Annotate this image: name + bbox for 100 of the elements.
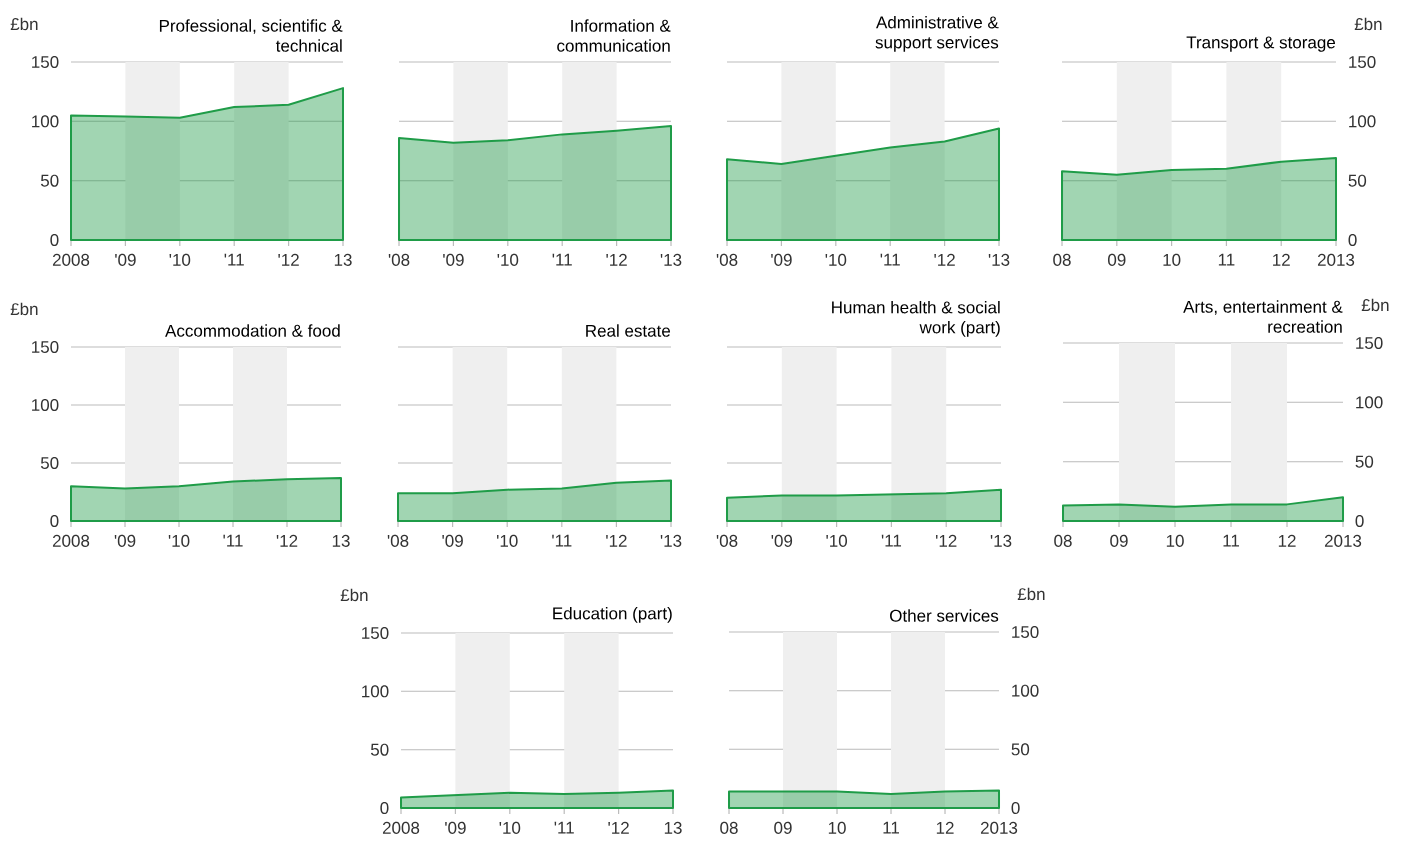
x-tick-label: '13 xyxy=(660,253,682,266)
y-tick-label: 100 xyxy=(362,685,389,698)
y-tick-label: 50 xyxy=(40,456,59,470)
y-tick-label: 50 xyxy=(40,174,59,187)
x-tick-label: '13 xyxy=(660,534,682,547)
x-tick-label: 08 xyxy=(720,821,738,834)
y-tick-label: 100 xyxy=(32,115,59,128)
x-tick-label: '12 xyxy=(276,534,298,547)
y2-axis-title: £bn xyxy=(1017,587,1045,601)
y2-tick-label: 100 xyxy=(1012,684,1039,697)
x-tick-label: 13 xyxy=(664,821,682,834)
y2-tick-label: 0 xyxy=(1355,514,1364,528)
x-tick-label: '13 xyxy=(990,534,1012,547)
x-tick-label: '09 xyxy=(442,534,463,547)
x-tick-label: '09 xyxy=(771,253,792,266)
x-tick-label: 2008 xyxy=(52,534,90,547)
y2-axis-title: £bn xyxy=(1354,17,1382,31)
x-tick-label: '10 xyxy=(497,253,519,266)
x-tick-label: '11 xyxy=(223,534,243,547)
x-tick-label: 13 xyxy=(334,253,352,266)
y-tick-label: 0 xyxy=(50,514,59,528)
x-tick-label: 10 xyxy=(828,821,846,834)
y2-tick-label: 50 xyxy=(1348,174,1367,187)
x-tick-label: '10 xyxy=(825,253,847,266)
y2-tick-label: 0 xyxy=(1011,801,1020,815)
x-tick-label: 10 xyxy=(1166,534,1184,547)
x-tick-label: '11 xyxy=(224,253,244,266)
x-tick-label: '12 xyxy=(606,253,627,266)
chart-title: Arts, entertainment & recreation xyxy=(1183,300,1343,333)
x-tick-label: 11 xyxy=(883,821,900,834)
y-tick-label: 150 xyxy=(32,55,59,69)
x-tick-label: 08 xyxy=(1053,253,1071,266)
y-tick-label: 0 xyxy=(50,233,59,247)
x-tick-label: '11 xyxy=(880,253,900,266)
x-tick-label: 2013 xyxy=(1317,253,1355,266)
x-tick-label: '12 xyxy=(934,253,955,266)
y-axis-title: £bn xyxy=(10,302,38,316)
x-tick-label: '08 xyxy=(716,253,738,266)
x-tick-label: 2013 xyxy=(1324,534,1362,547)
x-tick-label: 12 xyxy=(1273,253,1290,266)
y-tick-label: 50 xyxy=(370,743,389,756)
chart-title: Accommodation & food xyxy=(165,324,340,337)
y-axis-title: £bn xyxy=(10,17,38,31)
x-tick-label: 11 xyxy=(1218,253,1235,266)
y2-tick-label: 50 xyxy=(1011,743,1030,756)
x-tick-label: 09 xyxy=(1110,534,1128,547)
x-tick-label: '12 xyxy=(608,821,629,834)
y-axis-title: £bn xyxy=(340,588,368,602)
x-tick-label: 11 xyxy=(1223,534,1240,547)
y2-axis-title: £bn xyxy=(1361,298,1389,312)
y-tick-label: 0 xyxy=(380,801,389,815)
x-tick-label: '12 xyxy=(606,534,627,547)
y2-tick-label: 0 xyxy=(1348,233,1357,247)
x-tick-label: '10 xyxy=(826,534,848,547)
x-tick-label: 2013 xyxy=(980,821,1018,834)
y2-tick-label: 100 xyxy=(1356,396,1383,409)
x-tick-label: '08 xyxy=(388,253,410,266)
chart-title: Information & communication xyxy=(557,19,671,52)
x-tick-label: 13 xyxy=(332,534,350,547)
x-tick-label: 09 xyxy=(774,821,792,834)
x-tick-label: '10 xyxy=(169,253,191,266)
chart-title: Human health & social work (part) xyxy=(832,300,1000,337)
x-tick-label: '11 xyxy=(552,253,572,266)
x-tick-label: 09 xyxy=(1108,253,1126,266)
x-tick-label: 10 xyxy=(1163,253,1181,266)
x-tick-label: '11 xyxy=(552,534,572,547)
y-tick-label: 150 xyxy=(362,626,389,640)
chart-title: Real estate xyxy=(586,324,671,337)
x-tick-label: '09 xyxy=(445,821,466,834)
x-tick-label: '08 xyxy=(716,534,738,547)
x-tick-label: '09 xyxy=(114,534,136,547)
x-tick-label: 12 xyxy=(936,821,954,834)
y-tick-label: 150 xyxy=(32,340,59,354)
x-tick-label: '11 xyxy=(554,821,574,834)
x-tick-label: '10 xyxy=(496,534,518,547)
y2-tick-label: 100 xyxy=(1349,115,1376,128)
x-tick-label: '09 xyxy=(115,253,136,266)
chart-title: Other services xyxy=(890,609,999,622)
x-tick-label: 2008 xyxy=(382,821,420,834)
x-tick-label: '10 xyxy=(499,821,521,834)
x-tick-label: '08 xyxy=(387,534,409,547)
x-tick-label: 12 xyxy=(1278,534,1296,547)
chart-title: Education (part) xyxy=(553,606,672,623)
x-tick-label: 2008 xyxy=(52,253,90,266)
x-tick-label: '09 xyxy=(443,253,464,266)
x-tick-label: '13 xyxy=(988,253,1010,266)
x-tick-label: '12 xyxy=(278,253,299,266)
chart-title: Professional, scientific & technical xyxy=(159,19,343,52)
x-tick-label: '09 xyxy=(771,534,793,547)
chart-title: Administrative & support services xyxy=(875,15,999,52)
y2-tick-label: 150 xyxy=(1012,625,1039,639)
chart-title: Transport & storage xyxy=(1186,36,1336,52)
x-tick-label: '11 xyxy=(881,534,902,547)
x-tick-label: '10 xyxy=(168,534,190,547)
y2-tick-label: 50 xyxy=(1355,455,1374,468)
x-tick-label: 08 xyxy=(1054,534,1072,547)
y2-tick-label: 150 xyxy=(1356,336,1383,350)
x-tick-label: '12 xyxy=(935,534,957,547)
y-tick-label: 100 xyxy=(32,398,59,412)
y2-tick-label: 150 xyxy=(1349,55,1376,69)
